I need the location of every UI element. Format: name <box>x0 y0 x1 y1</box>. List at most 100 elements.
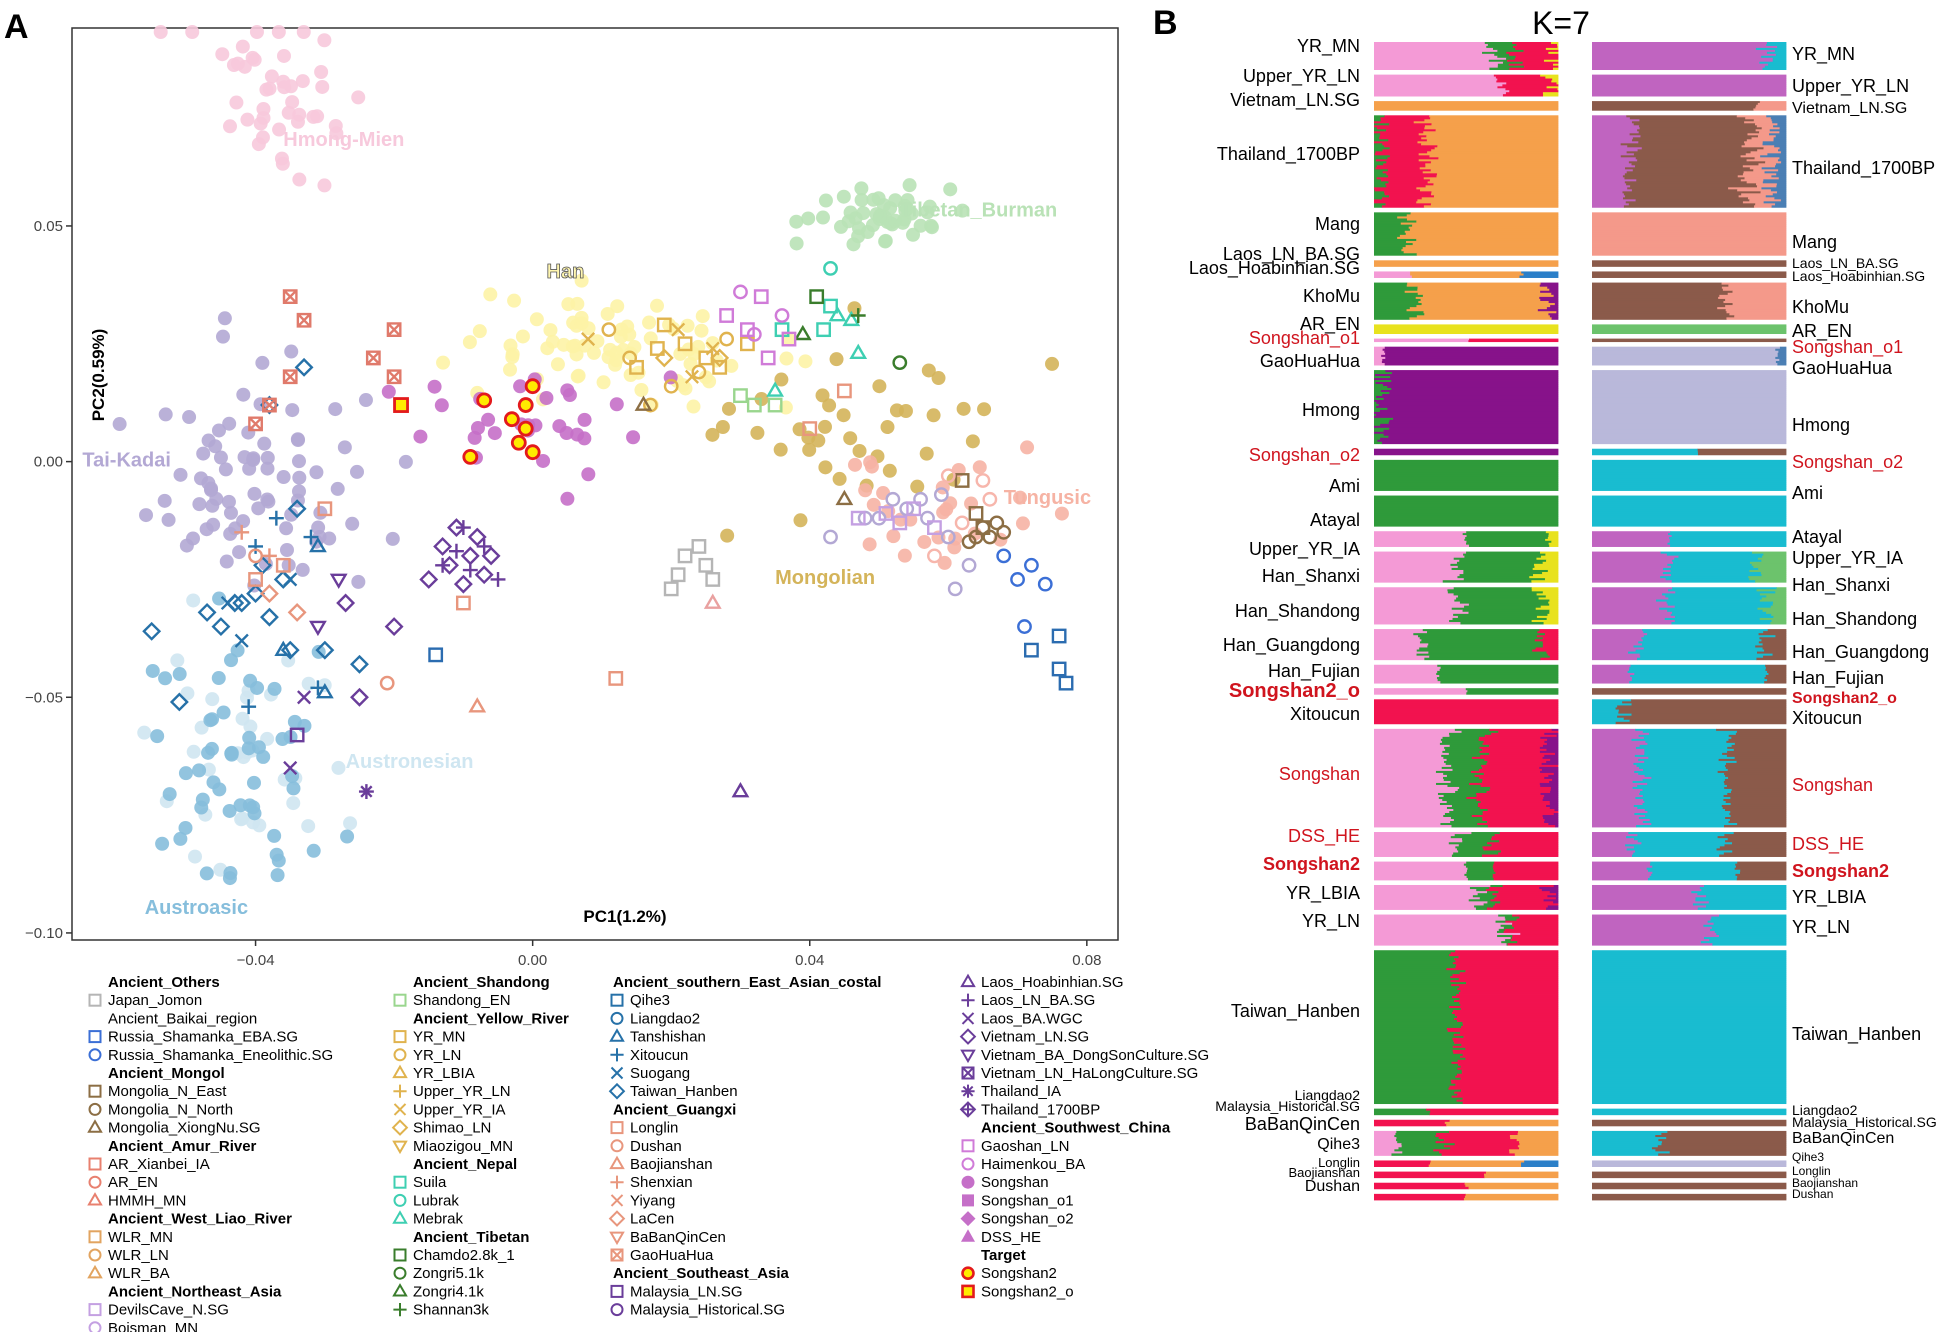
admixture-segment <box>1445 762 1487 766</box>
admixture-segment <box>1413 633 1546 636</box>
admixture-segment <box>1374 607 1453 611</box>
ancient-point <box>440 555 459 575</box>
admixture-segment <box>1479 897 1495 900</box>
admixture-segment <box>1592 94 1787 97</box>
admixture-segment <box>1488 59 1508 63</box>
admixture-segment <box>1779 147 1787 150</box>
admixture-segment <box>1624 181 1748 184</box>
cluster-point-tai-kadai <box>345 516 360 531</box>
admixture-segment <box>1540 298 1559 302</box>
admixture-segment <box>1487 760 1547 764</box>
admixture-segment <box>1625 167 1751 170</box>
admixture-segment <box>1516 1139 1559 1142</box>
admixture-segment <box>1543 817 1559 820</box>
admixture-segment <box>1638 141 1745 144</box>
admixture-segment <box>1540 605 1559 609</box>
admixture-segment <box>1460 1065 1559 1069</box>
admixture-segment <box>1456 848 1484 851</box>
admixture-segment <box>1385 203 1432 206</box>
admixture-segment <box>1454 834 1495 837</box>
admixture-bar-right-baojianshan <box>1592 1182 1787 1190</box>
admixture-segment <box>1512 42 1552 45</box>
admixture-segment <box>1592 298 1726 302</box>
admixture-segment <box>1557 43 1559 47</box>
admixture-segment <box>1532 567 1559 571</box>
admixture-segment <box>1641 842 1733 845</box>
admixture-segment <box>1732 290 1787 294</box>
admixture-segment <box>1592 615 1676 619</box>
admixture-segment <box>1592 976 1787 979</box>
legend-item-label: DSS_HE <box>981 1229 1041 1246</box>
admixture-segment <box>1518 1130 1559 1134</box>
cluster-point-mongolian <box>715 420 730 435</box>
admixture-segment <box>1374 877 1469 881</box>
cluster-point-mongolian <box>919 446 934 461</box>
admixture-segment <box>1374 677 1438 680</box>
admixture-segment <box>1713 922 1787 926</box>
x-tick-label: 0.04 <box>795 952 824 969</box>
admixture-segment <box>1374 63 1499 67</box>
legend-marker <box>393 1048 407 1062</box>
cluster-point-mongolian <box>822 398 837 413</box>
admixture-segment <box>1374 976 1451 979</box>
admixture-segment <box>1592 633 1648 636</box>
cluster-point-hmong-mien <box>275 156 290 171</box>
cluster-point-tungusic <box>858 483 873 498</box>
admixture-segment <box>1498 891 1551 894</box>
cluster-point-hmong-mien <box>226 58 241 73</box>
cluster-point-tibetan-burman <box>836 189 851 204</box>
admixture-segment <box>1416 649 1533 652</box>
admixture-segment <box>1592 932 1717 936</box>
admixture-segment <box>1374 817 1452 820</box>
legend-item-label: Gaoshan_LN <box>981 1138 1069 1155</box>
ancient-point <box>476 539 492 554</box>
admixture-segment <box>1592 149 1638 152</box>
admixture-segment <box>1592 236 1787 240</box>
admixture-segment <box>1775 348 1787 352</box>
admixture-segment <box>1592 825 1637 828</box>
admixture-segment <box>1762 143 1787 146</box>
admixture-segment <box>1467 867 1494 871</box>
admixture-bar-left-yr-lbia <box>1374 884 1559 910</box>
admixture-segment <box>1592 617 1666 621</box>
admixture-segment <box>1509 1134 1559 1138</box>
admixture-segment <box>1592 175 1624 178</box>
admixture-segment <box>1469 338 1559 341</box>
admixture-segment <box>1592 1063 1787 1067</box>
admixture-segment <box>1374 522 1559 525</box>
admixture-segment <box>1774 197 1787 200</box>
admixture-segment <box>1592 42 1768 45</box>
admixture-segment <box>1411 275 1520 278</box>
cluster-point-hmong-mien <box>259 82 274 97</box>
admixture-segment <box>1592 703 1632 706</box>
admixture-segment <box>1374 1025 1462 1029</box>
legend-item-label: Yiyang <box>630 1192 675 1209</box>
admixture-segment <box>1374 1130 1397 1134</box>
admixture-segment <box>1374 94 1504 97</box>
admixture-segment <box>1430 1160 1525 1163</box>
admixture-bar-left-vietnam-ln-sg <box>1374 101 1559 111</box>
admixture-segment <box>1384 115 1430 118</box>
admixture-segment <box>1374 832 1472 835</box>
admixture-segment <box>1374 61 1504 65</box>
admixture-bar-right-xitoucun <box>1592 699 1787 725</box>
admixture-segment <box>1503 926 1515 930</box>
ancient-point <box>767 397 783 413</box>
admixture-segment <box>1425 185 1559 188</box>
admixture-segment <box>1377 439 1559 443</box>
admixture-segment <box>1440 681 1559 684</box>
admixture-segment <box>1592 1147 1653 1150</box>
admixture-segment <box>1592 123 1635 126</box>
admixture-segment <box>1667 609 1763 613</box>
admixture-segment <box>1507 943 1559 946</box>
ancient-point <box>455 520 471 536</box>
admixture-segment <box>1592 522 1787 525</box>
admixture-segment <box>1374 218 1408 221</box>
admixture-segment <box>1649 863 1736 867</box>
admixture-segment <box>1374 307 1411 310</box>
admixture-segment <box>1776 185 1787 188</box>
cluster-point-tai-kadai <box>385 531 400 546</box>
admixture-segment <box>1374 76 1497 79</box>
admixture-segment <box>1592 90 1787 93</box>
admixture-segment <box>1374 329 1559 333</box>
